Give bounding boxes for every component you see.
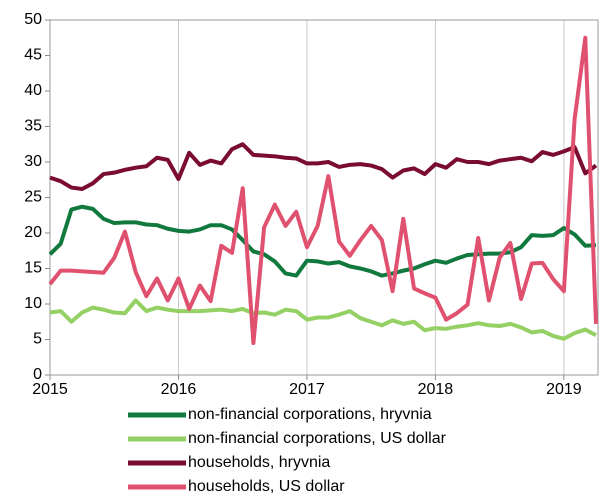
series-line (49, 298, 597, 341)
plot-frame (49, 19, 599, 376)
x-tick-label: 2018 (418, 381, 454, 398)
y-tick-label: 30 (24, 153, 42, 170)
legend-label: households, hryvnia (188, 454, 330, 471)
y-tick-label: 35 (24, 118, 42, 135)
y-tick-label: 40 (24, 82, 42, 99)
y-tick-label: 10 (24, 295, 42, 312)
y-tick-label: 15 (24, 260, 42, 277)
y-tick-label: 25 (24, 189, 42, 206)
y-tick-label: 50 (24, 11, 42, 28)
y-tick-label: 45 (24, 47, 42, 64)
legend-label: households, US dollar (188, 478, 345, 495)
y-tick-label: 20 (24, 224, 42, 241)
legend-label: non-financial corporations, hryvnia (188, 406, 432, 423)
legend-label: non-financial corporations, US dollar (188, 430, 447, 447)
x-tick-label: 2019 (546, 381, 582, 398)
series-line (49, 142, 598, 191)
x-tick-label: 2016 (161, 381, 197, 398)
x-tick-label: 2017 (289, 381, 325, 398)
y-tick-label: 5 (33, 331, 42, 348)
y-tick-label: 0 (33, 366, 42, 383)
series-line (48, 35, 598, 346)
x-tick-label: 2015 (32, 381, 68, 398)
